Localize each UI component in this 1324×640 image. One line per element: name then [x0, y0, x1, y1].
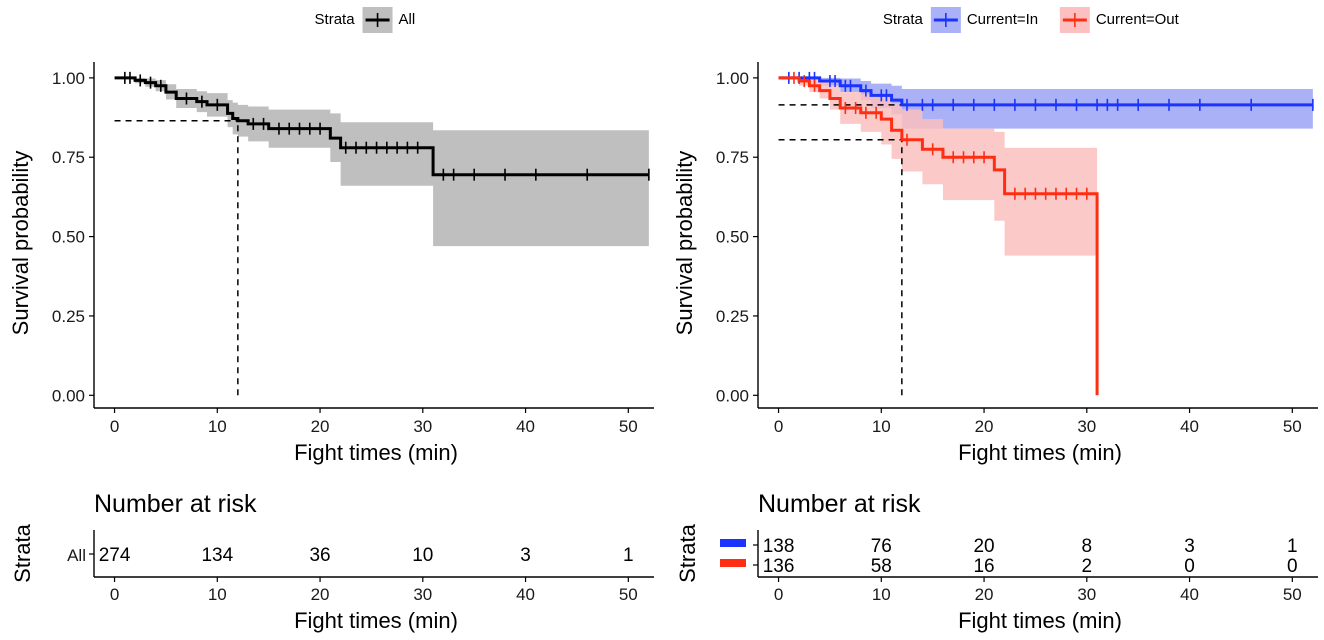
risk-count: 1 [1287, 536, 1298, 557]
risk-count: 2 [1082, 556, 1093, 577]
y-tick-label: 1.00 [716, 69, 749, 88]
risk-count: 3 [520, 545, 531, 566]
risk-x-tick-label: 10 [208, 585, 227, 604]
legend-entry-label: Current=Out [1096, 11, 1180, 28]
y-tick-label: 0.25 [52, 307, 85, 326]
ci-band-2 [778, 77, 1098, 256]
x-axis-label: Fight times (min) [294, 440, 458, 465]
risk-strata-label: Strata [10, 523, 35, 582]
risk-x-tick-label: 40 [516, 585, 535, 604]
x-tick-label: 0 [774, 417, 783, 436]
y-axis-label: Survival probability [672, 151, 697, 336]
risk-count: 20 [973, 536, 994, 557]
ci-band-1 [114, 77, 649, 247]
x-tick-label: 20 [311, 417, 330, 436]
risk-count: 0 [1287, 556, 1298, 577]
risk-x-axis-label: Fight times (min) [958, 608, 1122, 633]
risk-x-tick-label: 30 [1077, 585, 1096, 604]
risk-count: 138 [763, 536, 795, 557]
survival-curve-2 [778, 76, 1099, 396]
legend-title: Strata [883, 11, 924, 28]
risk-count: 1 [623, 545, 634, 566]
risk-count: 274 [99, 545, 131, 566]
risk-row-color-key [720, 559, 746, 567]
legend: Strata All [315, 7, 416, 33]
x-tick-label: 50 [619, 417, 638, 436]
y-tick-label: 0.25 [716, 307, 749, 326]
legend-entry-label: All [399, 11, 416, 28]
y-tick-label: 1.00 [52, 69, 85, 88]
y-tick-label: 0.50 [52, 228, 85, 247]
risk-count: 134 [201, 545, 233, 566]
y-axis-label: Survival probability [8, 151, 33, 336]
x-tick-label: 30 [1077, 417, 1096, 436]
risk-table-title: Number at risk [758, 490, 921, 518]
risk-count: 0 [1184, 556, 1195, 577]
y-tick-label: 0.75 [716, 148, 749, 167]
risk-count: 3 [1184, 536, 1195, 557]
risk-x-tick-label: 40 [1180, 585, 1199, 604]
risk-x-tick-label: 10 [872, 585, 891, 604]
risk-x-tick-label: 50 [619, 585, 638, 604]
y-tick-label: 0.00 [716, 386, 749, 405]
x-tick-label: 50 [1283, 417, 1302, 436]
x-tick-label: 30 [413, 417, 432, 436]
x-tick-label: 10 [872, 417, 891, 436]
survival-curve-1 [114, 76, 649, 177]
risk-count: 8 [1082, 536, 1093, 557]
x-tick-label: 20 [975, 417, 994, 436]
risk-x-tick-label: 0 [774, 585, 783, 604]
risk-x-axis-label: Fight times (min) [294, 608, 458, 633]
x-tick-label: 40 [516, 417, 535, 436]
risk-count: 10 [412, 545, 433, 566]
risk-x-tick-label: 20 [311, 585, 330, 604]
risk-row-color-key [720, 539, 746, 547]
risk-count: 16 [973, 556, 994, 577]
risk-x-tick-label: 30 [413, 585, 432, 604]
risk-x-tick-label: 0 [110, 585, 119, 604]
risk-count: 136 [763, 556, 795, 577]
y-tick-label: 0.75 [52, 148, 85, 167]
y-tick-label: 0.00 [52, 386, 85, 405]
risk-table: Number at risk 0 10 20 30 40 50 Fight times (mi… [10, 490, 654, 633]
x-tick-label: 0 [110, 417, 119, 436]
legend-title: Strata [315, 11, 356, 28]
x-tick-label: 40 [1180, 417, 1199, 436]
risk-x-tick-label: 20 [975, 585, 994, 604]
risk-table-title: Number at risk [94, 490, 257, 518]
risk-strata-label: Strata [675, 523, 700, 582]
legend: Strata Current=In Current=Out [883, 7, 1180, 33]
risk-x-tick-label: 50 [1283, 585, 1302, 604]
y-tick-label: 0.50 [716, 228, 749, 247]
risk-row-label: All [67, 546, 86, 565]
x-tick-label: 10 [208, 417, 227, 436]
risk-count: 36 [309, 545, 330, 566]
risk-count: 58 [871, 556, 892, 577]
x-axis-label: Fight times (min) [958, 440, 1122, 465]
risk-count: 76 [871, 536, 892, 557]
legend-entry-label: Current=In [967, 11, 1038, 28]
